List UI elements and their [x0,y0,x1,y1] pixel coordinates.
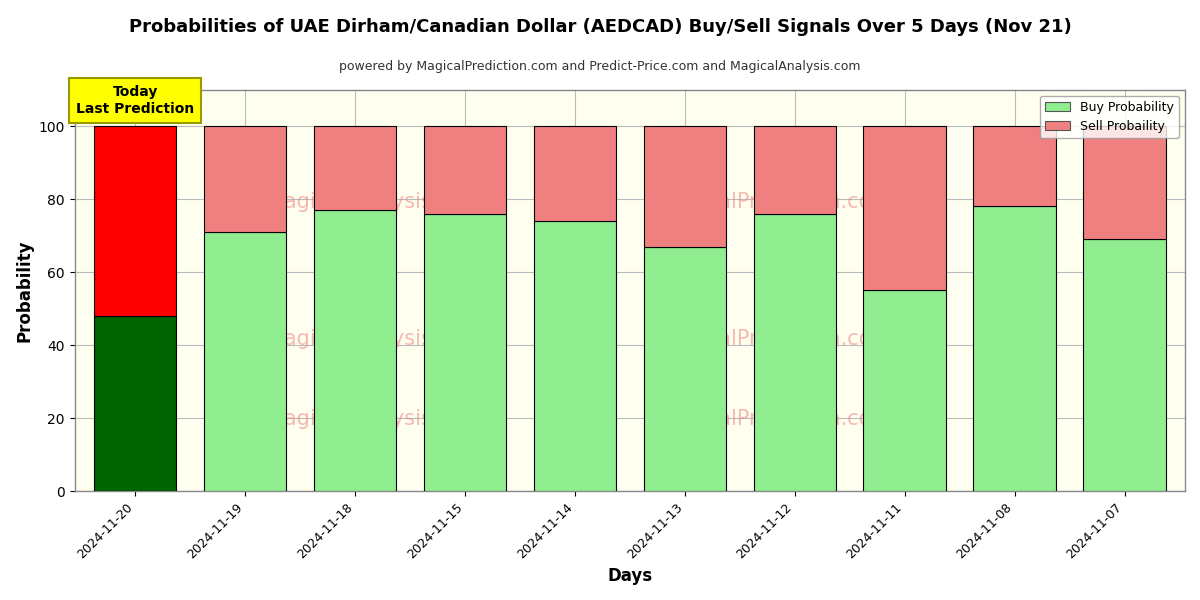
Legend: Buy Probability, Sell Probaility: Buy Probability, Sell Probaility [1040,96,1178,138]
Bar [94,316,176,491]
Text: MagicalAnalysis.com: MagicalAnalysis.com [266,192,482,212]
Bar [643,247,726,491]
Bar [643,126,726,247]
Bar [424,126,506,214]
Bar [534,126,616,221]
Bar [1084,126,1165,239]
Bar [864,290,946,491]
Text: MagicalAnalysis.com: MagicalAnalysis.com [266,409,482,429]
Bar [313,126,396,210]
Text: powered by MagicalPrediction.com and Predict-Price.com and MagicalAnalysis.com: powered by MagicalPrediction.com and Pre… [340,60,860,73]
Bar [204,232,287,491]
Text: MagicalPrediction.com: MagicalPrediction.com [656,329,892,349]
Bar [424,214,506,491]
Bar [754,126,836,214]
Bar [973,126,1056,206]
Y-axis label: Probability: Probability [16,239,34,341]
Bar [313,210,396,491]
Text: MagicalPrediction.com: MagicalPrediction.com [656,192,892,212]
Bar [754,214,836,491]
Bar [204,126,287,232]
Bar [1084,239,1165,491]
Text: MagicalPrediction.com: MagicalPrediction.com [656,409,892,429]
X-axis label: Days: Days [607,567,653,585]
Bar [94,126,176,316]
Bar [973,206,1056,491]
Text: Today
Last Prediction: Today Last Prediction [76,85,194,116]
Bar [534,221,616,491]
Text: Probabilities of UAE Dirham/Canadian Dollar (AEDCAD) Buy/Sell Signals Over 5 Day: Probabilities of UAE Dirham/Canadian Dol… [128,18,1072,36]
Text: MagicalAnalysis.com: MagicalAnalysis.com [266,329,482,349]
Bar [864,126,946,290]
